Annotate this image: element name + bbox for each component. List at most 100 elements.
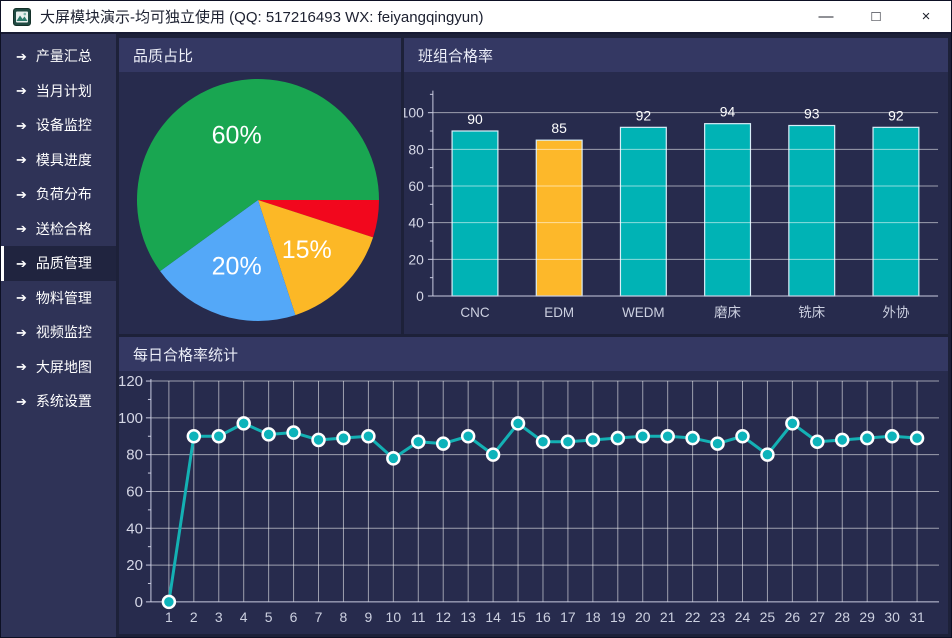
data-point-day-2 (186, 428, 202, 444)
arrow-icon: ➔ (16, 255, 27, 271)
pie-panel: 品质占比 15% 20% 60% (119, 38, 401, 334)
x-tick-label: 27 (810, 609, 826, 625)
x-tick-label: 10 (386, 609, 402, 625)
data-point-day-6 (286, 425, 301, 440)
sidebar-item-label: 产量汇总 (35, 48, 92, 65)
sidebar-item-产量汇总[interactable]: ➔ 产量汇总 (1, 39, 116, 74)
x-tick-label: 15 (510, 609, 526, 625)
sidebar-item-系统设置[interactable]: ➔ 系统设置 (1, 384, 116, 419)
data-point-day-11 (411, 434, 426, 450)
maximize-button[interactable]: □ (871, 8, 881, 25)
bar-category-label: 磨床 (714, 305, 741, 320)
data-point-day-29 (859, 430, 875, 446)
x-tick-label: 9 (365, 609, 373, 625)
sidebar-item-物料管理[interactable]: ➔ 物料管理 (1, 281, 116, 316)
x-tick-label: 8 (340, 609, 348, 625)
pie-slice-orange (258, 200, 374, 316)
data-point-day-13 (460, 428, 476, 444)
pie-slice-red (258, 200, 379, 238)
x-tick-label: 18 (585, 609, 601, 625)
x-tick-label: 2 (190, 609, 198, 625)
data-point-day-19 (610, 430, 626, 446)
sidebar-item-品质管理[interactable]: ➔ 品质管理 (1, 246, 116, 281)
sidebar-item-当月计划[interactable]: ➔ 当月计划 (1, 74, 116, 109)
x-tick-label: 14 (485, 609, 501, 625)
sidebar-item-label: 系统设置 (35, 393, 92, 410)
data-point-day-8 (336, 430, 351, 446)
y-tick-label: 20 (126, 557, 143, 574)
content-area: 品质占比 15%20%60% 班组合格率 02040608010090CNC85… (116, 34, 951, 637)
bar-category-label: WEDM (622, 305, 665, 320)
sidebar-item-label: 设备监控 (35, 117, 92, 134)
x-tick-label: 13 (460, 609, 476, 625)
bar-value-label: 85 (551, 120, 567, 136)
x-tick-label: 22 (685, 609, 701, 625)
y-tick-label: 0 (135, 594, 143, 611)
x-tick-label: 17 (560, 609, 576, 625)
main-area: ➔ 产量汇总 ➔ 当月计划 ➔ 设备监控 ➔ 模具进度 ➔ 负荷分布 ➔ 送检合格 ➔ 品质管理 ➔ 物料管理… (1, 34, 951, 637)
y-tick-label: 120 (119, 373, 143, 390)
data-point-day-18 (585, 432, 601, 448)
pie-chart: 15% 20% 60% (137, 78, 379, 322)
data-point-day-20 (635, 428, 650, 444)
pie-panel-body: 15% 20% 60% (119, 72, 401, 334)
x-tick-label: 1 (165, 609, 173, 625)
x-tick-label: 6 (290, 609, 298, 625)
window-title: 大屏模块演示-均可独立使用 (QQ: 517216493 WX: feiyang… (40, 9, 484, 26)
pie-panel-title: 品质占比 (119, 38, 401, 72)
x-tick-label: 16 (535, 609, 551, 625)
data-point-day-26 (785, 416, 800, 431)
x-tick-label: 28 (834, 609, 850, 625)
sidebar-item-设备监控[interactable]: ➔ 设备监控 (1, 108, 116, 143)
sidebar-item-大屏地图[interactable]: ➔ 大屏地图 (1, 350, 116, 385)
window-controls: — □ × (801, 1, 951, 32)
bar-value-label: 90 (467, 111, 483, 127)
bar-panel-title: 班组合格率 (404, 38, 948, 72)
data-point-day-10 (386, 451, 401, 466)
arrow-icon: ➔ (16, 117, 27, 133)
x-tick-label: 23 (710, 609, 726, 625)
y-tick-label: 0 (416, 288, 424, 304)
data-point-day-23 (710, 436, 725, 451)
sidebar-item-视频监控[interactable]: ➔ 视频监控 (1, 315, 116, 350)
pie-slice-label: 20% (212, 253, 262, 281)
arrow-icon: ➔ (16, 48, 27, 64)
y-tick-label: 20 (408, 251, 424, 267)
sidebar-item-负荷分布[interactable]: ➔ 负荷分布 (1, 177, 116, 212)
bar-category-label: EDM (544, 305, 574, 320)
x-tick-label: 11 (411, 609, 426, 625)
title-bar: 大屏模块演示-均可独立使用 (QQ: 517216493 WX: feiyang… (1, 1, 951, 34)
top-row: 品质占比 15% 20% 60% 班组合格率 0 20 40 60 80 100 90 CNC 85… (119, 38, 948, 334)
x-tick-label: 5 (265, 609, 273, 625)
bar-panel-body: 0 20 40 60 80 100 90 CNC 85 EDM 92 WEDM 94 磨床 93 铣床 92 外协 (404, 72, 948, 334)
data-point-day-1 (161, 594, 177, 610)
data-point-day-9 (361, 428, 376, 444)
x-tick-label: 30 (884, 609, 900, 625)
y-tick-label: 100 (404, 105, 424, 121)
bar-category-label: 外协 (882, 305, 909, 320)
sidebar-item-label: 物料管理 (35, 289, 92, 306)
bar-panel: 班组合格率 0 20 40 60 80 100 90 CNC 85 EDM 92 WEDM 94 磨床 93… (404, 38, 948, 334)
sidebar-item-label: 送检合格 (35, 220, 92, 237)
x-tick-label: 21 (660, 609, 676, 625)
close-button[interactable]: × (921, 8, 931, 25)
line-panel-title: 每日合格率统计 (119, 337, 948, 371)
sidebar-item-送检合格[interactable]: ➔ 送检合格 (1, 212, 116, 247)
minimize-button[interactable]: — (818, 8, 834, 25)
data-point-day-16 (535, 434, 551, 450)
y-tick-label: 100 (119, 410, 143, 427)
bar-chart: 0 20 40 60 80 100 90 CNC 85 EDM 92 WEDM 94 磨床 93 铣床 92 外协 (404, 90, 939, 320)
x-tick-label: 19 (610, 609, 626, 625)
arrow-icon: ➔ (16, 290, 27, 306)
arrow-icon: ➔ (16, 83, 27, 99)
data-point-day-30 (884, 428, 900, 444)
bar-category-label: 铣床 (798, 305, 825, 320)
bar-category-label: CNC (460, 305, 489, 320)
sidebar-item-模具进度[interactable]: ➔ 模具进度 (1, 143, 116, 178)
x-tick-label: 31 (909, 609, 925, 625)
data-point-day-27 (810, 434, 825, 450)
data-point-day-25 (760, 447, 775, 462)
data-point-day-3 (211, 428, 226, 444)
sidebar: ➔ 产量汇总 ➔ 当月计划 ➔ 设备监控 ➔ 模具进度 ➔ 负荷分布 ➔ 送检合格 ➔ 品质管理 ➔ 物料管理… (1, 34, 116, 637)
